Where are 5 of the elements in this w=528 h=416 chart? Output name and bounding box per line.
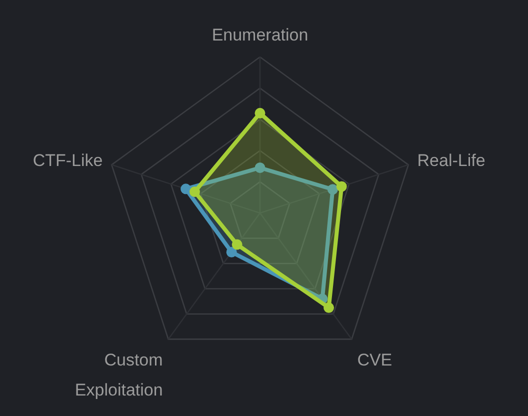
spoke-label: CTF-Like bbox=[32, 150, 103, 170]
spoke-label: Real-Life bbox=[417, 150, 486, 170]
spoke-label: Custom Exploitation bbox=[74, 350, 163, 400]
spoke-label: CVE bbox=[357, 350, 392, 370]
spoke-label: Enumeration bbox=[212, 26, 308, 45]
